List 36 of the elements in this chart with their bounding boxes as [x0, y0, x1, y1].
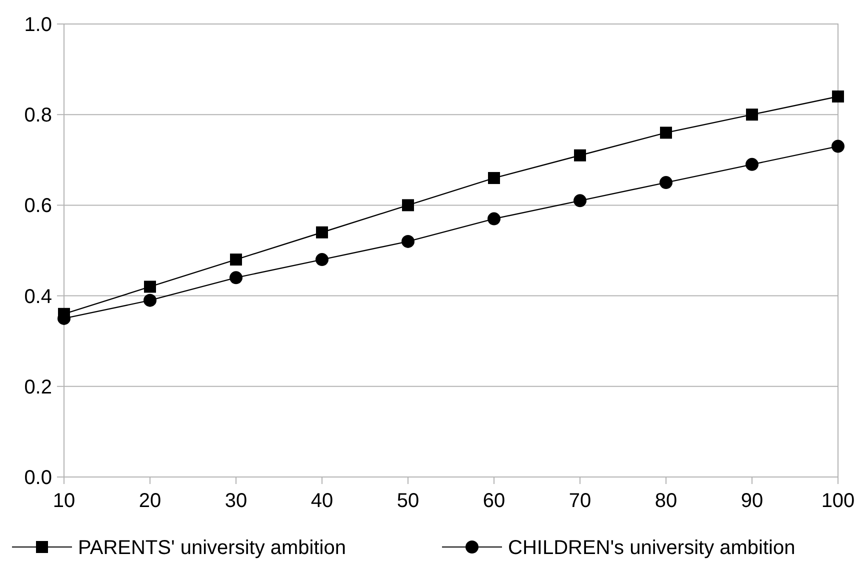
legend-label: PARENTS' university ambition [78, 537, 346, 559]
point [230, 271, 242, 284]
y-tick-label: 1.0 [24, 14, 52, 36]
point [144, 280, 156, 293]
y-tick-label: 0.6 [24, 195, 52, 218]
x-tick-label: 30 [224, 490, 248, 512]
x-tick-label: 40 [310, 490, 334, 512]
x-tick-label: 50 [396, 490, 420, 512]
y-tick-label: 0.8 [24, 104, 52, 127]
point [144, 294, 156, 307]
x-tick-label: 80 [654, 490, 678, 512]
point [488, 172, 500, 184]
point [832, 90, 844, 102]
x-tick-label: 100 [821, 490, 855, 512]
x-tick-label: 10 [52, 490, 76, 512]
point [660, 126, 672, 139]
y-tick-label: 0.4 [24, 286, 52, 308]
y-tick-label: 0.2 [24, 376, 52, 398]
point [574, 149, 586, 162]
point [488, 212, 500, 226]
point [660, 176, 672, 190]
point [746, 108, 758, 121]
point [746, 158, 758, 171]
x-tick-label: 70 [568, 490, 592, 512]
point [230, 254, 242, 266]
y-tick-label: 0.0 [24, 467, 52, 489]
point [832, 140, 844, 153]
point [402, 199, 414, 212]
x-tick-label: 60 [482, 490, 506, 512]
legend-label: CHILDREN's university ambition [508, 537, 796, 559]
point [574, 194, 586, 208]
point [316, 226, 328, 238]
point [402, 234, 414, 248]
point [316, 253, 328, 266]
x-tick-label: 90 [740, 490, 764, 512]
x-tick-label: 20 [138, 490, 162, 512]
